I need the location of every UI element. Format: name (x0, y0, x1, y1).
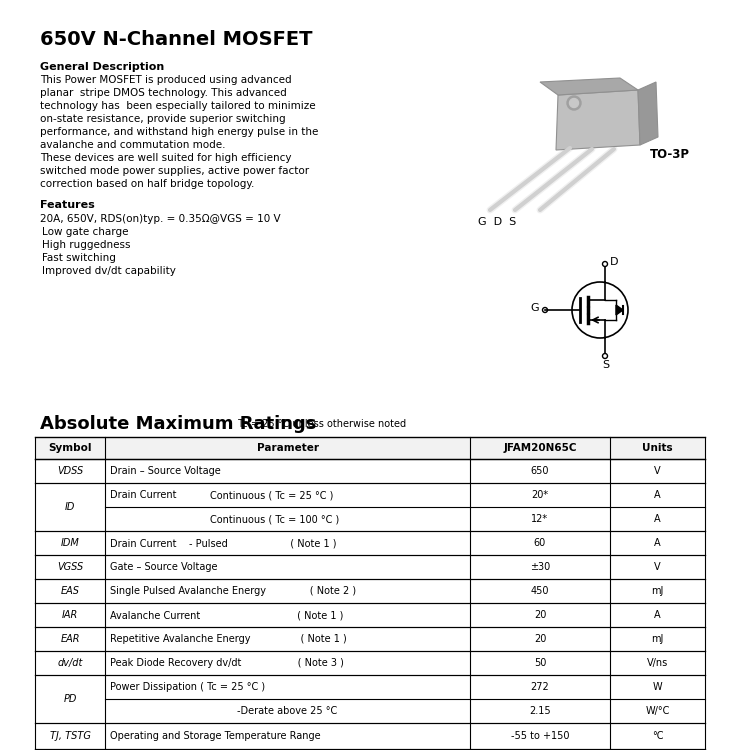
Text: EAS: EAS (61, 586, 80, 596)
Text: Tc = 25 °C unless otherwise noted: Tc = 25 °C unless otherwise noted (235, 419, 406, 429)
Text: Single Pulsed Avalanche Energy              ( Note 2 ): Single Pulsed Avalanche Energy ( Note 2 … (110, 586, 356, 596)
Text: These devices are well suited for high efficiency: These devices are well suited for high e… (40, 153, 292, 163)
Bar (35, 651, 705, 675)
Text: avalanche and commutation mode.: avalanche and commutation mode. (40, 140, 226, 150)
Bar (35, 627, 705, 651)
Text: Drain – Source Voltage: Drain – Source Voltage (110, 466, 220, 476)
Text: 50: 50 (534, 658, 546, 668)
Bar (35, 749, 705, 750)
Text: Parameter: Parameter (256, 443, 319, 453)
Text: Drain Current: Drain Current (110, 490, 176, 500)
Text: Gate – Source Voltage: Gate – Source Voltage (110, 562, 218, 572)
Text: 20A, 650V, RDS(on)typ. = 0.35Ω@VGS = 10 V: 20A, 650V, RDS(on)typ. = 0.35Ω@VGS = 10 … (40, 214, 280, 224)
Text: on-state resistance, provide superior switching: on-state resistance, provide superior sw… (40, 114, 286, 124)
Text: G: G (530, 303, 538, 313)
Bar (35, 459, 705, 483)
Bar (35, 579, 705, 603)
Text: Power Dissipation ( Tc = 25 °C ): Power Dissipation ( Tc = 25 °C ) (110, 682, 266, 692)
Text: A: A (654, 514, 661, 524)
Text: -55 to +150: -55 to +150 (511, 731, 569, 741)
Text: technology has  been especially tailored to minimize: technology has been especially tailored … (40, 101, 316, 111)
Bar (35, 437, 705, 459)
Circle shape (569, 98, 578, 107)
Text: Low gate charge: Low gate charge (42, 227, 128, 237)
Bar (35, 483, 705, 531)
Text: A: A (654, 490, 661, 500)
Text: W/°C: W/°C (645, 706, 670, 716)
Text: -Derate above 25 °C: -Derate above 25 °C (237, 706, 338, 716)
Text: Improved dv/dt capability: Improved dv/dt capability (42, 266, 176, 276)
Polygon shape (556, 90, 640, 150)
Text: Symbol: Symbol (48, 443, 92, 453)
Text: A: A (654, 538, 661, 548)
Text: 60: 60 (534, 538, 546, 548)
Text: Absolute Maximum Ratings: Absolute Maximum Ratings (40, 415, 316, 433)
Bar (35, 603, 705, 627)
Text: 2.15: 2.15 (530, 706, 550, 716)
Text: EAR: EAR (60, 634, 80, 644)
Circle shape (567, 96, 581, 110)
Polygon shape (638, 82, 658, 145)
Text: JFAM20N65C: JFAM20N65C (503, 443, 577, 453)
Text: Drain Current    - Pulsed                    ( Note 1 ): Drain Current - Pulsed ( Note 1 ) (110, 538, 337, 548)
Text: 272: 272 (531, 682, 549, 692)
Text: Features: Features (40, 200, 94, 210)
Text: General Description: General Description (40, 62, 164, 72)
Text: 20: 20 (534, 634, 546, 644)
Text: 12*: 12* (532, 514, 548, 524)
Text: switched mode power supplies, active power factor: switched mode power supplies, active pow… (40, 166, 309, 176)
Text: D: D (610, 257, 619, 267)
Text: VGSS: VGSS (57, 562, 83, 572)
Polygon shape (616, 305, 623, 315)
Text: Operating and Storage Temperature Range: Operating and Storage Temperature Range (110, 731, 321, 741)
Text: mJ: mJ (651, 634, 664, 644)
Polygon shape (540, 78, 638, 95)
Text: S: S (602, 360, 609, 370)
Text: VDSS: VDSS (57, 466, 83, 476)
Text: A: A (654, 610, 661, 620)
Text: 450: 450 (531, 586, 549, 596)
Text: High ruggedness: High ruggedness (42, 240, 130, 250)
Text: Continuous ( Tc = 25 °C ): Continuous ( Tc = 25 °C ) (210, 490, 333, 500)
Bar (35, 675, 705, 723)
Text: 650V N-Channel MOSFET: 650V N-Channel MOSFET (40, 30, 313, 49)
Text: °C: °C (652, 731, 663, 741)
Text: 20: 20 (534, 610, 546, 620)
Text: V: V (654, 466, 661, 476)
Text: 650: 650 (531, 466, 549, 476)
Text: Fast switching: Fast switching (42, 253, 116, 263)
Bar (35, 531, 705, 555)
Text: ±30: ±30 (530, 562, 550, 572)
Text: PD: PD (63, 694, 76, 704)
Bar (35, 555, 705, 579)
Text: TO-3P: TO-3P (650, 148, 690, 161)
Text: V: V (654, 562, 661, 572)
Text: Peak Diode Recovery dv/dt                  ( Note 3 ): Peak Diode Recovery dv/dt ( Note 3 ) (110, 658, 344, 668)
Bar (35, 723, 705, 749)
Text: Repetitive Avalanche Energy                ( Note 1 ): Repetitive Avalanche Energy ( Note 1 ) (110, 634, 347, 644)
Text: correction based on half bridge topology.: correction based on half bridge topology… (40, 179, 254, 189)
Text: IAR: IAR (62, 610, 78, 620)
Text: IDM: IDM (61, 538, 80, 548)
Text: mJ: mJ (651, 586, 664, 596)
Text: ID: ID (64, 502, 75, 512)
Text: 20*: 20* (532, 490, 548, 500)
Text: planar  stripe DMOS technology. This advanced: planar stripe DMOS technology. This adva… (40, 88, 286, 98)
Text: dv/dt: dv/dt (57, 658, 82, 668)
Text: This Power MOSFET is produced using advanced: This Power MOSFET is produced using adva… (40, 75, 292, 85)
Text: W: W (652, 682, 662, 692)
Text: Avalanche Current                               ( Note 1 ): Avalanche Current ( Note 1 ) (110, 610, 344, 620)
Text: G  D  S: G D S (478, 217, 516, 227)
Text: Units: Units (642, 443, 673, 453)
Text: Continuous ( Tc = 100 °C ): Continuous ( Tc = 100 °C ) (210, 514, 339, 524)
Text: performance, and withstand high energy pulse in the: performance, and withstand high energy p… (40, 127, 318, 137)
Text: V/ns: V/ns (646, 658, 668, 668)
Text: TJ, TSTG: TJ, TSTG (50, 731, 91, 741)
